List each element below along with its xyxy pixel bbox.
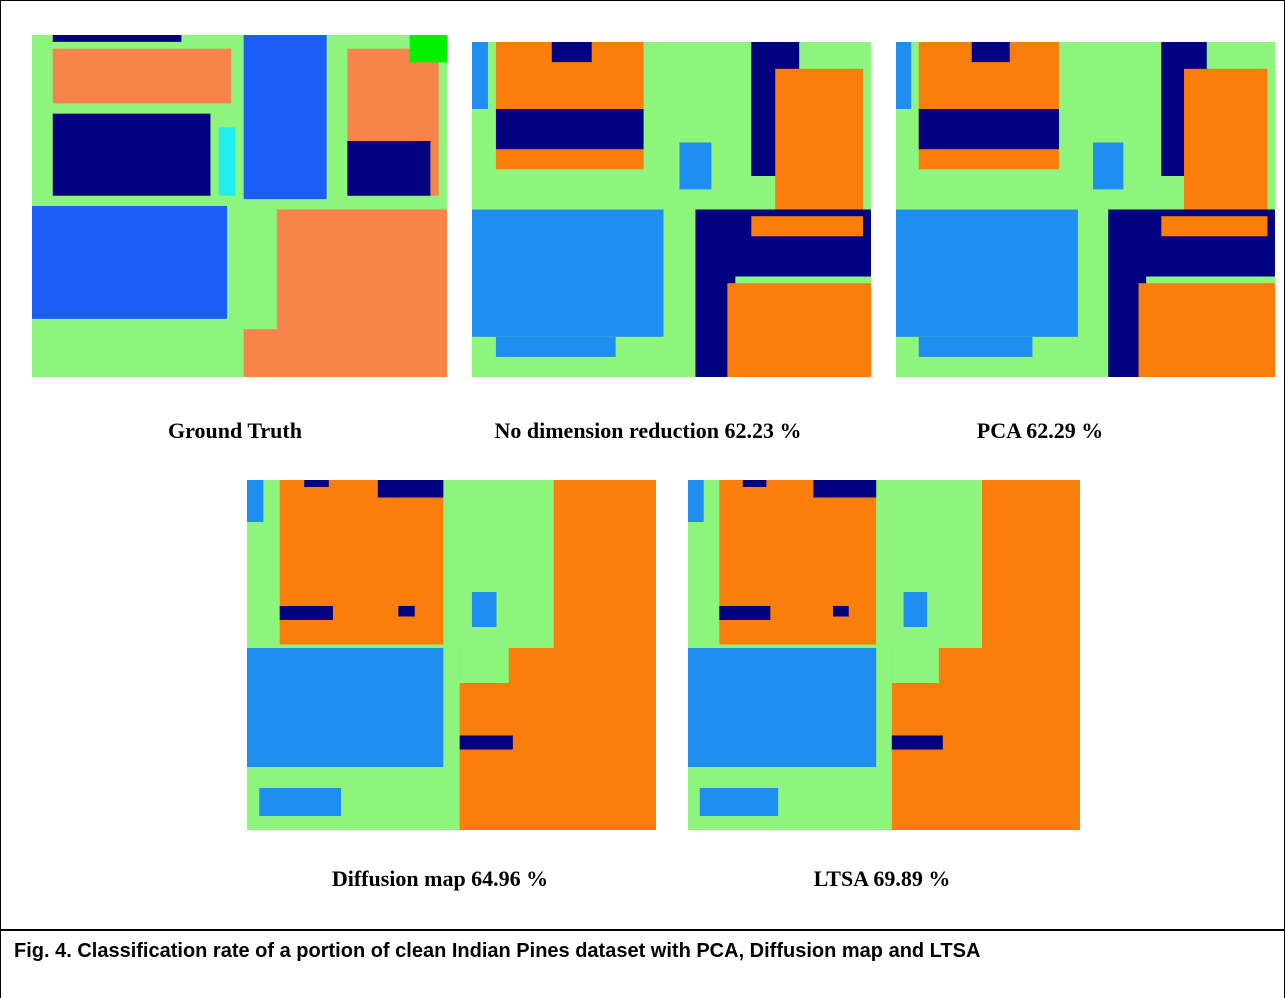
panel-caption: Diffusion map 64.96 % (332, 866, 548, 892)
map-image (32, 35, 447, 377)
classification-map (247, 480, 656, 830)
classification-map (896, 42, 1275, 377)
classification-map (688, 480, 1080, 830)
map-image (688, 480, 1080, 830)
frame-side (0, 930, 1, 998)
panel-caption: No dimension reduction 62.23 % (494, 418, 801, 444)
map-image (472, 42, 871, 377)
page: {"figure": { "panels": [ {"caption": "Gr… (0, 0, 1285, 998)
ground-truth-map (32, 35, 447, 377)
map-image (247, 480, 656, 830)
map-image (896, 42, 1275, 377)
page-body: Ground Truth No dimension reduction 62.2… (0, 0, 1285, 998)
panel-caption: LTSA 69.89 % (814, 866, 951, 892)
panel-caption: PCA 62.29 % (977, 418, 1104, 444)
panel-caption: Ground Truth (168, 418, 302, 444)
figure-caption: Fig. 4. Classification rate of a portion… (14, 940, 980, 963)
classification-map (472, 42, 871, 377)
